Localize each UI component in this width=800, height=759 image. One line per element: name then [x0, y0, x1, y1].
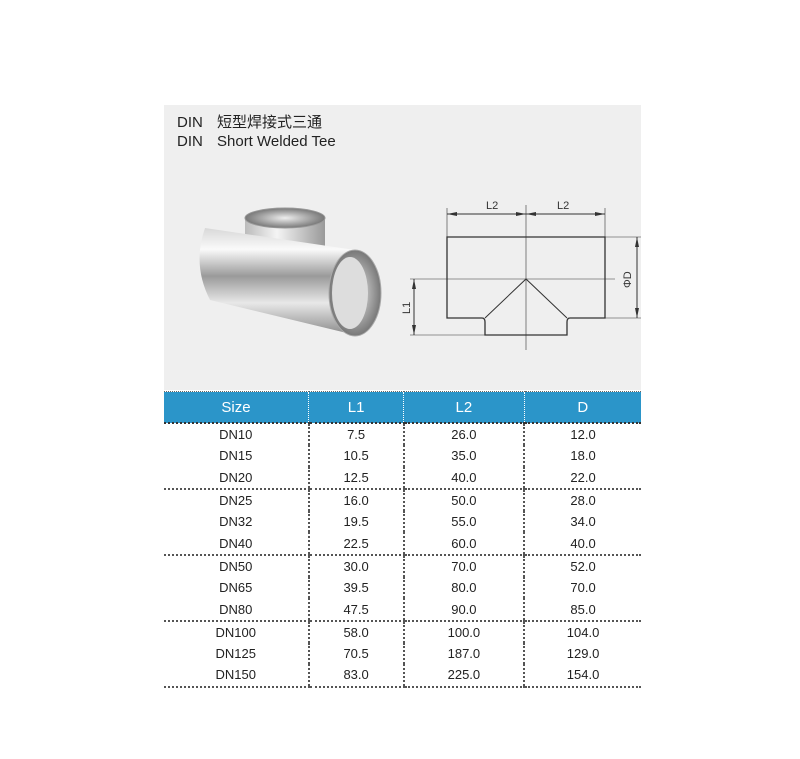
table-cell: 80.0 [402, 577, 525, 599]
table-cell: DN50 [219, 558, 253, 574]
table-cell: DN80 [164, 598, 309, 622]
table-cell: 22.5 [307, 532, 404, 556]
column-header: L1 [308, 391, 404, 424]
table-cell: DN40 [164, 532, 309, 556]
table-cell: DN32 [219, 514, 253, 530]
product-illustration: L2 L2 L1 ΦD [199, 200, 641, 350]
table-cell: 70.5 [307, 642, 404, 665]
table-row: DN40 22.5 60.0 40.0 [164, 532, 641, 556]
table-cell: 10.5 [307, 445, 404, 467]
table-row: DN15 10.5 35.0 18.0 [164, 445, 641, 467]
table-cell: 104.0 [523, 620, 641, 643]
table-cell: DN150 [164, 664, 309, 688]
label-l2-right: L2 [557, 200, 569, 212]
table-cell: 85.0 [523, 598, 641, 622]
title-english: DIN Short Welded Tee [177, 133, 336, 150]
table-cell: DN25 [219, 493, 253, 509]
table-cell: 12.5 [307, 466, 404, 490]
table-cell: 225.0 [402, 664, 525, 688]
table-cell: 16.0 [307, 488, 404, 512]
table-cell: 100.0 [402, 620, 525, 643]
table-cell: DN15 [219, 448, 253, 464]
title-name-en: Short Welded Tee [217, 133, 336, 150]
table-header-row: Size L1 L2 D [164, 391, 641, 424]
table-cell: 50.0 [402, 488, 525, 512]
table-cell: 129.0 [523, 642, 641, 665]
title-prefix: DIN [177, 133, 203, 150]
table-row: DN150 83.0 225.0 154.0 [164, 664, 641, 688]
table-cell: 30.0 [307, 554, 404, 578]
label-d: ΦD [622, 271, 634, 288]
dimension-table: Size L1 L2 D DN10 7.5 26.0 12.0 DN15 10.5 35.0 18.… [164, 391, 641, 688]
table-cell: DN100 [215, 624, 256, 640]
title-chinese: DIN 短型焊接式三通 [177, 111, 322, 132]
dimension-arrows [412, 212, 639, 335]
table-cell: 12.0 [523, 423, 641, 446]
table-cell: 22.0 [523, 466, 641, 490]
table-row: DN32 19.5 55.0 34.0 [164, 511, 641, 533]
column-header: D [523, 391, 641, 424]
table-cell: 47.5 [307, 598, 404, 622]
table-cell: 70.0 [523, 577, 641, 599]
table-row: DN80 47.5 90.0 85.0 [164, 598, 641, 622]
table-cell: 7.5 [307, 423, 404, 446]
table-row: DN65 39.5 80.0 70.0 [164, 577, 641, 599]
table-row: DN100 58.0 100.0 104.0 [164, 620, 641, 643]
table-cell: DN125 [215, 646, 256, 662]
tee-drawing [410, 205, 641, 350]
table-cell: 58.0 [307, 620, 404, 643]
table-cell: 90.0 [402, 598, 525, 622]
table-cell: 60.0 [402, 532, 525, 556]
table-cell: 52.0 [523, 554, 641, 578]
table-cell: 34.0 [523, 511, 641, 533]
table-row: DN125 70.5 187.0 129.0 [164, 642, 641, 665]
table-row: DN20 12.5 40.0 22.0 [164, 466, 641, 490]
table-row: DN25 16.0 50.0 28.0 [164, 488, 641, 512]
title-name-cn: 短型焊接式三通 [217, 114, 323, 131]
table-cell: 26.0 [402, 423, 525, 446]
table-cell: DN10 [219, 427, 253, 443]
title-prefix: DIN [177, 114, 203, 131]
table-cell: 19.5 [307, 511, 404, 533]
table-cell: 83.0 [307, 664, 404, 688]
table-cell: 28.0 [523, 488, 641, 512]
label-l2-left: L2 [486, 200, 498, 212]
table-cell: 40.0 [523, 532, 641, 556]
table-cell: 70.0 [402, 554, 525, 578]
table-cell: 35.0 [402, 445, 525, 467]
table-cell: 18.0 [523, 445, 641, 467]
table-cell: DN65 [219, 580, 253, 596]
table-row: DN50 30.0 70.0 52.0 [164, 554, 641, 578]
table-cell: 187.0 [402, 642, 525, 665]
table-cell: DN20 [164, 466, 309, 490]
column-header: L2 [403, 391, 525, 424]
tee-photo [199, 207, 382, 337]
table-cell: 55.0 [402, 511, 525, 533]
table-row: DN10 7.5 26.0 12.0 [164, 423, 641, 446]
column-header: Size [164, 391, 309, 424]
label-l1: L1 [401, 302, 413, 314]
table-cell: 40.0 [402, 466, 525, 490]
table-cell: 39.5 [307, 577, 404, 599]
table-cell: 154.0 [523, 664, 641, 688]
